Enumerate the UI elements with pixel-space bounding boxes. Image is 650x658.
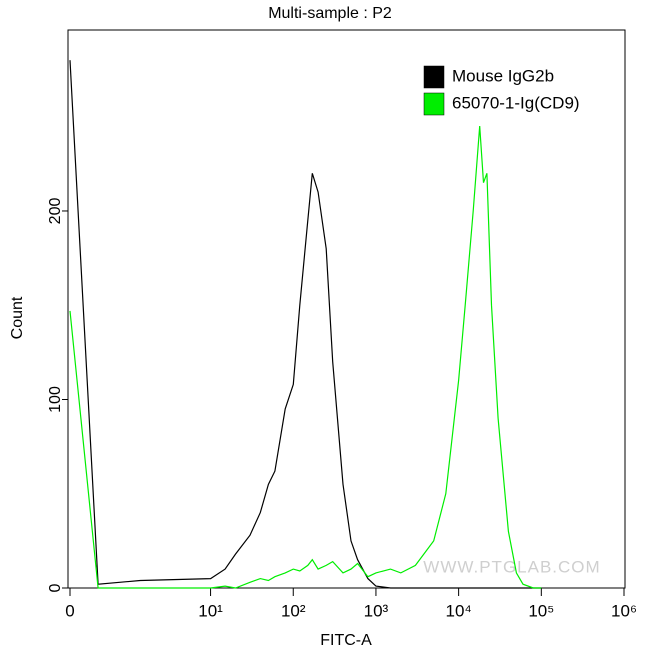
x-tick-label: 10² bbox=[281, 601, 306, 620]
legend-swatch bbox=[423, 65, 445, 89]
chart-title: Multi-sample : P2 bbox=[268, 5, 392, 22]
y-tick-label: 0 bbox=[47, 583, 64, 592]
legend-label: Mouse IgG2b bbox=[452, 66, 554, 85]
y-tick-label: 100 bbox=[47, 386, 64, 413]
series-line bbox=[69, 60, 542, 589]
x-tick-label: 10⁵ bbox=[528, 601, 554, 620]
x-tick-label: 10⁶ bbox=[611, 601, 637, 620]
legend-label: 65070-1-Ig(CD9) bbox=[452, 93, 580, 112]
series-line bbox=[69, 126, 542, 589]
y-axis-label: Count bbox=[9, 296, 26, 339]
watermark: WWW.PTGLAB.COM bbox=[423, 557, 600, 576]
x-tick-label: 0 bbox=[65, 601, 74, 620]
y-tick-label: 200 bbox=[47, 198, 64, 225]
legend-swatch bbox=[423, 92, 445, 116]
plot-frame bbox=[67, 29, 626, 589]
x-tick-label: 10⁴ bbox=[446, 601, 472, 620]
x-tick-label: 10³ bbox=[364, 601, 389, 620]
x-tick-label: 10¹ bbox=[198, 601, 223, 620]
x-axis-label: FITC-A bbox=[320, 632, 372, 649]
